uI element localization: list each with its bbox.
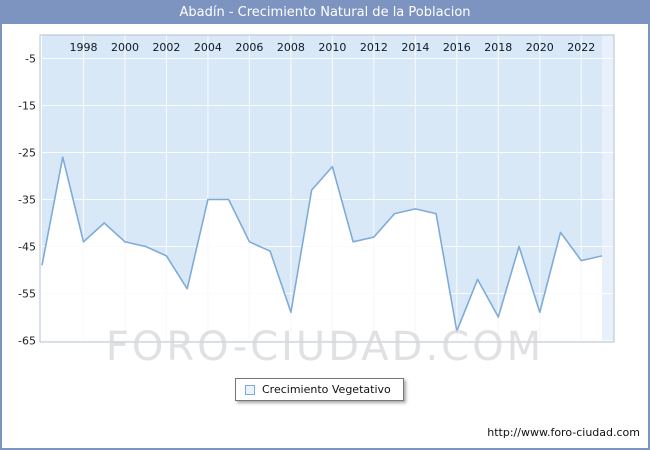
x-tick-label: 2020 bbox=[526, 41, 554, 54]
legend-swatch-icon bbox=[245, 384, 255, 395]
y-axis-labels: -5 -15 -25 -35 -45 -55 -65 bbox=[18, 53, 36, 348]
x-tick-label: 2002 bbox=[152, 41, 180, 54]
y-tick-label: -55 bbox=[18, 288, 36, 301]
x-tick-label: 2010 bbox=[318, 41, 346, 54]
x-tick-label: 2018 bbox=[484, 41, 512, 54]
y-tick-label: -65 bbox=[18, 335, 36, 348]
area-series-line bbox=[41, 156, 603, 332]
y-tick-label: -15 bbox=[18, 100, 36, 113]
x-tick-label: 1998 bbox=[69, 41, 97, 54]
x-tick-label: 2022 bbox=[567, 41, 595, 54]
x-tick-label: 2000 bbox=[111, 41, 139, 54]
gridlines-over bbox=[40, 35, 614, 342]
y-tick-label: -45 bbox=[18, 241, 36, 254]
y-tick-label: -25 bbox=[18, 147, 36, 160]
x-tick-label: 2006 bbox=[235, 41, 263, 54]
x-tick-label: 2008 bbox=[277, 41, 305, 54]
plot-border bbox=[39, 34, 615, 343]
y-tick-label: -35 bbox=[18, 194, 36, 207]
footer-link[interactable]: http://www.foro-ciudad.com bbox=[487, 426, 640, 439]
x-tick-label: 2016 bbox=[443, 41, 471, 54]
legend: Crecimiento Vegetativo bbox=[235, 378, 404, 401]
x-axis-labels: 1998 2000 2002 2004 2006 2008 2010 2012 2014 2016… bbox=[69, 41, 595, 54]
x-tick-label: 2004 bbox=[194, 41, 222, 54]
chart-title: Abadín - Crecimiento Natural de la Pobla… bbox=[2, 2, 648, 24]
x-tick-label: 2014 bbox=[401, 41, 429, 54]
right-band bbox=[602, 35, 614, 342]
area-series-fill bbox=[42, 35, 602, 332]
y-tick-label: -5 bbox=[25, 53, 36, 66]
x-tick-label: 2012 bbox=[360, 41, 388, 54]
legend-label: Crecimiento Vegetativo bbox=[262, 383, 391, 396]
